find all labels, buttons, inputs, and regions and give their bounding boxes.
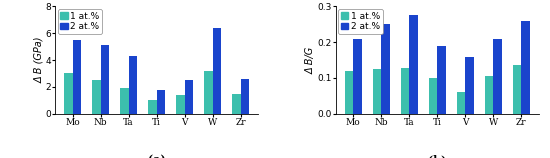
Bar bbox=[232, 94, 241, 114]
Bar bbox=[213, 28, 221, 114]
Bar bbox=[437, 46, 446, 114]
Bar bbox=[204, 71, 213, 114]
Bar bbox=[120, 88, 129, 114]
Bar bbox=[177, 95, 185, 114]
Bar bbox=[521, 21, 530, 114]
Bar bbox=[92, 80, 101, 114]
Bar bbox=[185, 80, 193, 114]
Bar bbox=[429, 78, 437, 114]
Text: (a): (a) bbox=[148, 155, 166, 158]
Legend: 1 at.%, 2 at.%: 1 at.%, 2 at.% bbox=[58, 9, 102, 34]
Bar bbox=[345, 71, 353, 114]
Bar bbox=[73, 40, 81, 114]
Bar bbox=[129, 56, 137, 114]
Bar bbox=[64, 73, 73, 114]
Bar bbox=[409, 15, 417, 114]
Bar bbox=[493, 39, 502, 114]
Bar bbox=[353, 39, 362, 114]
Bar bbox=[101, 45, 109, 114]
Bar bbox=[401, 68, 409, 114]
Bar bbox=[485, 76, 493, 114]
Bar bbox=[513, 65, 521, 114]
Bar bbox=[148, 100, 157, 114]
Bar bbox=[241, 79, 249, 114]
Bar bbox=[373, 69, 381, 114]
Bar bbox=[457, 91, 465, 114]
Legend: 1 at.%, 2 at.%: 1 at.%, 2 at.% bbox=[338, 9, 383, 34]
Y-axis label: Δ B/G: Δ B/G bbox=[306, 46, 316, 74]
Y-axis label: Δ B (GPa): Δ B (GPa) bbox=[34, 37, 43, 83]
Text: (b): (b) bbox=[428, 155, 447, 158]
Bar bbox=[381, 24, 390, 114]
Bar bbox=[157, 90, 165, 114]
Bar bbox=[465, 57, 474, 114]
